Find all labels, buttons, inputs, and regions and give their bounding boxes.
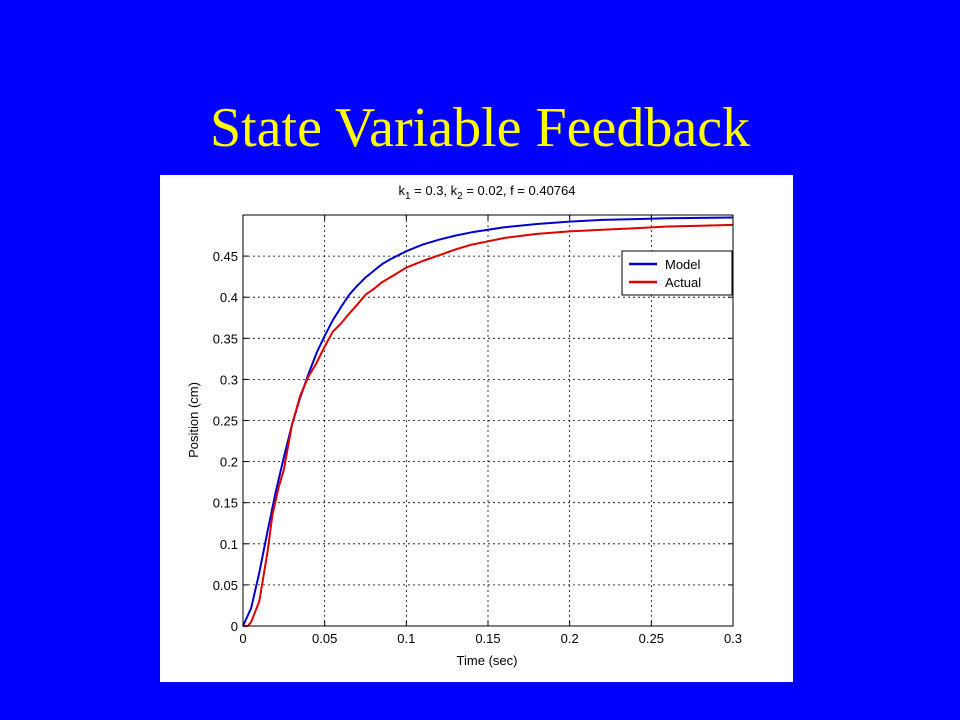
- x-tick-label: 0.15: [475, 631, 500, 646]
- legend-label-actual: Actual: [665, 275, 701, 290]
- x-tick-label: 0.1: [397, 631, 415, 646]
- chart-title-part: 1: [405, 191, 411, 202]
- figure-panel: k1 = 0.3, k2 = 0.02, f = 0.40764 0 0.05 0.…: [160, 175, 793, 682]
- y-axis-label: Position (cm): [186, 382, 201, 458]
- slide-title: State Variable Feedback: [209, 97, 751, 159]
- x-tick-label: 0.2: [561, 631, 579, 646]
- y-tick-label: 0.1: [220, 537, 238, 552]
- y-tick-label: 0.25: [213, 414, 238, 429]
- axis-ticks: 0 0.05 0.1 0.15 0.2 0.25 0.3 0 0.05 0.1 0.15 0.2 0.2…: [213, 215, 742, 646]
- chart-title-part: = 0.02, f = 0.40764: [463, 183, 576, 198]
- y-tick-label: 0: [231, 619, 238, 634]
- x-tick-label: 0: [239, 631, 246, 646]
- legend-label-model: Model: [665, 257, 701, 272]
- series-line-model: [242, 216, 734, 627]
- x-tick-label: 0.25: [639, 631, 664, 646]
- legend: Model Actual: [621, 250, 733, 296]
- y-tick-label: 0.05: [213, 578, 238, 593]
- grid-lines: [243, 215, 733, 626]
- legend-box: [621, 250, 733, 296]
- x-tick-label: 0.05: [312, 631, 337, 646]
- y-tick-label: 0.35: [213, 331, 238, 346]
- x-axis-label: Time (sec): [457, 653, 518, 668]
- y-tick-label: 0.4: [220, 290, 238, 305]
- x-tick-label: 0.3: [724, 631, 742, 646]
- y-tick-label: 0.2: [220, 455, 238, 470]
- chart-title: k1 = 0.3, k2 = 0.02, f = 0.40764: [398, 183, 575, 202]
- series-lines: [242, 216, 734, 627]
- y-tick-label: 0.15: [213, 496, 238, 511]
- chart-title-part: 2: [457, 191, 463, 202]
- chart-title-part: = 0.3, k: [411, 183, 458, 198]
- position-chart: k1 = 0.3, k2 = 0.02, f = 0.40764 0 0.05 0.…: [186, 183, 742, 668]
- chart-title-part: k: [398, 183, 405, 198]
- series-line-actual: [243, 223, 734, 627]
- y-tick-label: 0.3: [220, 372, 238, 387]
- y-tick-label: 0.45: [213, 249, 238, 264]
